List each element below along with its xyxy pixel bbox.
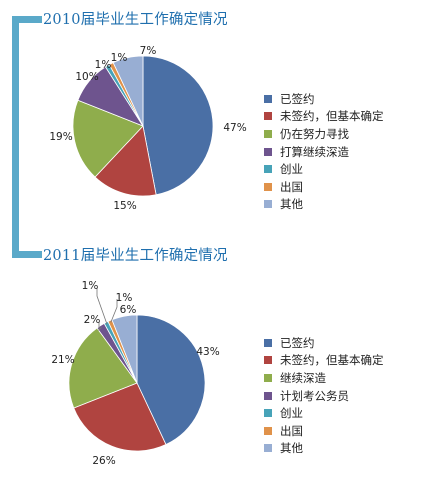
chart-title-2011: 2011届毕业生工作确定情况 [43,248,228,264]
legend-2011-item-3: 计划考公务员 [264,387,384,405]
pie-2011-label-3: 2% [84,314,101,326]
pie-2011-label-0: 43% [196,346,219,358]
legend-2011-text-3: 计划考公务员 [280,388,349,403]
legend-2010-item-1: 未签约，但基本确定 [264,108,384,126]
pie-2011-leader-3 [98,322,102,331]
legend-2010-swatch-5 [264,182,272,191]
legend-2010: 已签约未签约，但基本确定 仍在努力寻找 打算继续深造 创业出国其他 [264,90,384,213]
legend-2011-item-0: 已签约 [264,334,384,352]
legend-2011-item-5: 出国 [264,422,384,440]
legend-2010-swatch-1 [264,112,272,121]
legend-2011-text-5: 出国 [280,423,303,438]
pie-2011-slice-0 [136,314,206,446]
pie-2010-slice-6 [112,55,144,127]
legend-2011-item-1: 未签约，但基本确定 [264,352,384,370]
legend-2010-text-6: 其他 [280,197,303,212]
legend-2011-swatch-5 [264,426,272,435]
legend-2010-swatch-4 [264,165,272,174]
pie-2011-leader-4 [96,288,108,325]
legend-2010-swatch-2 [264,129,272,138]
pie-2011-label-6: 6% [120,304,137,316]
legend-2011-swatch-3 [264,391,272,400]
pie-2011-slice-1 [73,382,167,452]
pie-2010-label-5: 1% [111,52,128,64]
legend-2010-item-4: 创业 [264,160,384,178]
legend-2011-text-2: 继续深造 [280,370,326,385]
legend-2011-text-4: 创业 [280,406,303,421]
pie-2010-label-0: 47% [223,122,246,134]
legend-2011-item-6: 其他 [264,440,384,458]
legend-2011-text-0: 已签约 [280,335,315,350]
legend-2011-swatch-2 [264,373,272,382]
pie-2010-label-1: 15% [113,200,136,212]
legend-2011-text-1: 未签约，但基本确定 [280,353,384,368]
legend-2010-swatch-6 [264,200,272,209]
legend-2011-swatch-4 [264,409,272,418]
pie-2011-leader-5 [110,299,118,323]
pie-2011-label-1: 26% [92,455,115,467]
legend-2011-swatch-6 [264,444,272,453]
legend-2010-item-5: 出国 [264,178,384,196]
pie-2011-label-4: 1% [82,280,99,292]
section-bracket-top [12,16,42,23]
legend-2011-swatch-1 [264,356,272,365]
legend-2010-item-2: 仍在努力寻找 [264,125,384,143]
legend-2010-text-4: 创业 [280,162,303,177]
legend-2010-text-0: 已签约 [280,91,315,106]
pie-2010-label-4: 1% [95,59,112,71]
pie-2010-label-3: 10% [75,71,98,83]
pie-2010-slice-1 [94,125,157,197]
legend-2010-item-3: 打算继续深造 [264,143,384,161]
section-bracket-bottom [12,251,42,258]
pie-2010-label-2: 19% [49,131,72,143]
pie-2010-label-6: 7% [140,45,157,57]
legend-2011-text-6: 其他 [280,441,303,456]
pie-2011-label-2: 21% [51,354,74,366]
legend-2010-text-5: 出国 [280,179,303,194]
legend-2011-item-2: 继续深造 [264,369,384,387]
pie-2011-label-5: 1% [116,292,133,304]
legend-2011: 已签约未签约，但基本确定 继续深造计划考公务员 创业出国其他 [264,334,384,457]
legend-2010-text-3: 打算继续深造 [280,144,349,159]
legend-2010-swatch-3 [264,147,272,156]
legend-2010-item-6: 其他 [264,196,384,214]
legend-2011-swatch-0 [264,338,272,347]
legend-2010-swatch-0 [264,94,272,103]
pie-2010-slice-0 [142,55,214,196]
section-bracket-left [12,16,19,258]
chart-title-2010: 2010届毕业生工作确定情况 [43,12,228,28]
legend-2010-text-2: 仍在努力寻找 [280,126,349,141]
legend-2010-item-0: 已签约 [264,90,384,108]
legend-2011-item-4: 创业 [264,404,384,422]
pie-2011-slice-2 [68,327,138,409]
legend-2010-text-1: 未签约，但基本确定 [280,109,384,124]
